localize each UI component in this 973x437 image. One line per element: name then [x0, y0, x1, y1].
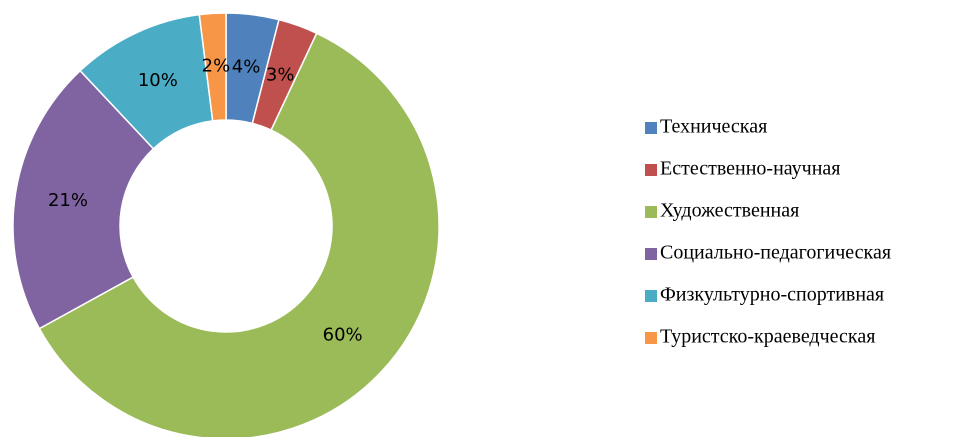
- data-label: 4%: [232, 56, 261, 77]
- legend-swatch: [645, 248, 657, 260]
- donut-slice: [198, 12, 227, 122]
- data-label: 3%: [266, 64, 295, 85]
- legend-swatch: [645, 290, 657, 302]
- data-label: 10%: [138, 70, 178, 91]
- legend-swatch: [645, 332, 657, 344]
- data-label: 21%: [48, 190, 88, 211]
- legend-label: Социально-педагогическая: [660, 242, 891, 264]
- legend-swatch: [645, 122, 657, 134]
- legend-label: Художественная: [660, 200, 799, 222]
- legend-swatch: [645, 206, 657, 218]
- legend-swatch: [645, 164, 657, 176]
- data-label: 2%: [202, 55, 231, 76]
- legend-label: Естественно-научная: [660, 158, 841, 180]
- legend-label: Туристско-краеведческая: [660, 326, 875, 348]
- legend-label: Техническая: [660, 116, 767, 138]
- donut-slice: [38, 32, 440, 437]
- donut-slice: [12, 69, 155, 330]
- legend-label: Физкультурно-спортивная: [660, 284, 884, 306]
- data-label: 60%: [323, 325, 363, 346]
